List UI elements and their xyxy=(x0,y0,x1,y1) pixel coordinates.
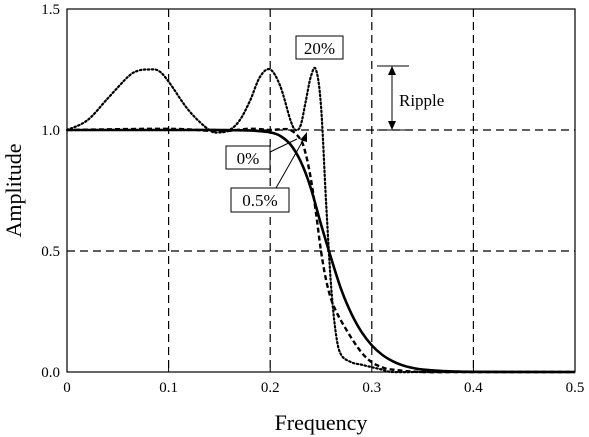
x-tick-label: 0.5 xyxy=(566,380,585,396)
x-axis-title: Frequency xyxy=(275,410,368,435)
plot-frame xyxy=(66,8,576,373)
label-05-arrowhead xyxy=(300,132,307,142)
ripple-arrow-down-head xyxy=(388,121,396,130)
ripple-arrow-up-head xyxy=(388,66,396,75)
label-05-box xyxy=(230,187,290,213)
label-20-box xyxy=(295,35,344,60)
y-tick-label: 0.0 xyxy=(41,365,60,381)
label-0-percent: 0% xyxy=(225,138,298,170)
series-line-solid xyxy=(67,128,576,374)
label-0-leader xyxy=(269,138,298,153)
ripple-annotation: Ripple xyxy=(377,65,444,131)
x-tick-label: 0.4 xyxy=(464,380,483,396)
x-tick-label: 0.2 xyxy=(261,380,280,396)
y-tick-label: 0.5 xyxy=(41,244,60,260)
series-lines xyxy=(65,66,577,374)
series-line-dashed xyxy=(66,127,575,374)
x-tick-label: 0.3 xyxy=(362,380,381,396)
x-tick-label: 0.1 xyxy=(159,380,178,396)
label-05-percent: 0.5% xyxy=(230,132,307,213)
y-axis-title: Amplitude xyxy=(1,143,26,237)
label-05-text: 0.5% xyxy=(242,191,277,210)
x-tick-label: 0 xyxy=(63,380,71,396)
series-line-dotted xyxy=(65,66,577,374)
axis-ticks: 0 0.1 0.2 0.3 0.4 0.5 0.0 0.5 1.0 1.5 xyxy=(41,2,584,396)
label-0-box xyxy=(225,145,271,170)
y-tick-label: 1.5 xyxy=(41,2,60,18)
grid-lines xyxy=(67,9,575,372)
label-05-leader xyxy=(275,136,306,189)
ripple-label: Ripple xyxy=(399,91,444,110)
y-tick-label: 1.0 xyxy=(41,123,60,139)
label-20-text: 20% xyxy=(304,39,335,58)
label-0-text: 0% xyxy=(237,149,260,168)
label-20-percent: 20% xyxy=(295,35,344,60)
